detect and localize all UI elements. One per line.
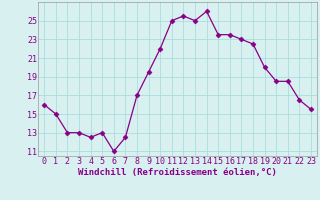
X-axis label: Windchill (Refroidissement éolien,°C): Windchill (Refroidissement éolien,°C) xyxy=(78,168,277,177)
